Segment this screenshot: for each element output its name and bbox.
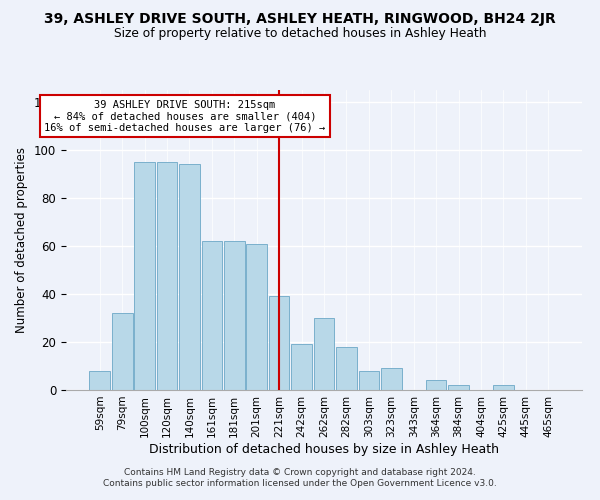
Text: Contains HM Land Registry data © Crown copyright and database right 2024.
Contai: Contains HM Land Registry data © Crown c… xyxy=(103,468,497,487)
Bar xyxy=(493,385,514,390)
Text: Size of property relative to detached houses in Ashley Heath: Size of property relative to detached ho… xyxy=(114,28,486,40)
Bar xyxy=(89,371,110,390)
Bar xyxy=(269,296,289,390)
Bar xyxy=(112,313,133,390)
Text: 39, ASHLEY DRIVE SOUTH, ASHLEY HEATH, RINGWOOD, BH24 2JR: 39, ASHLEY DRIVE SOUTH, ASHLEY HEATH, RI… xyxy=(44,12,556,26)
Bar xyxy=(157,162,178,390)
Bar xyxy=(179,164,200,390)
Bar xyxy=(359,371,379,390)
X-axis label: Distribution of detached houses by size in Ashley Heath: Distribution of detached houses by size … xyxy=(149,442,499,456)
Y-axis label: Number of detached properties: Number of detached properties xyxy=(16,147,28,333)
Bar xyxy=(202,241,222,390)
Bar xyxy=(134,162,155,390)
Bar xyxy=(336,347,357,390)
Bar xyxy=(381,368,401,390)
Bar xyxy=(247,244,267,390)
Bar xyxy=(426,380,446,390)
Bar xyxy=(448,385,469,390)
Bar xyxy=(314,318,334,390)
Bar xyxy=(291,344,312,390)
Text: 39 ASHLEY DRIVE SOUTH: 215sqm
← 84% of detached houses are smaller (404)
16% of : 39 ASHLEY DRIVE SOUTH: 215sqm ← 84% of d… xyxy=(44,100,326,133)
Bar xyxy=(224,241,245,390)
